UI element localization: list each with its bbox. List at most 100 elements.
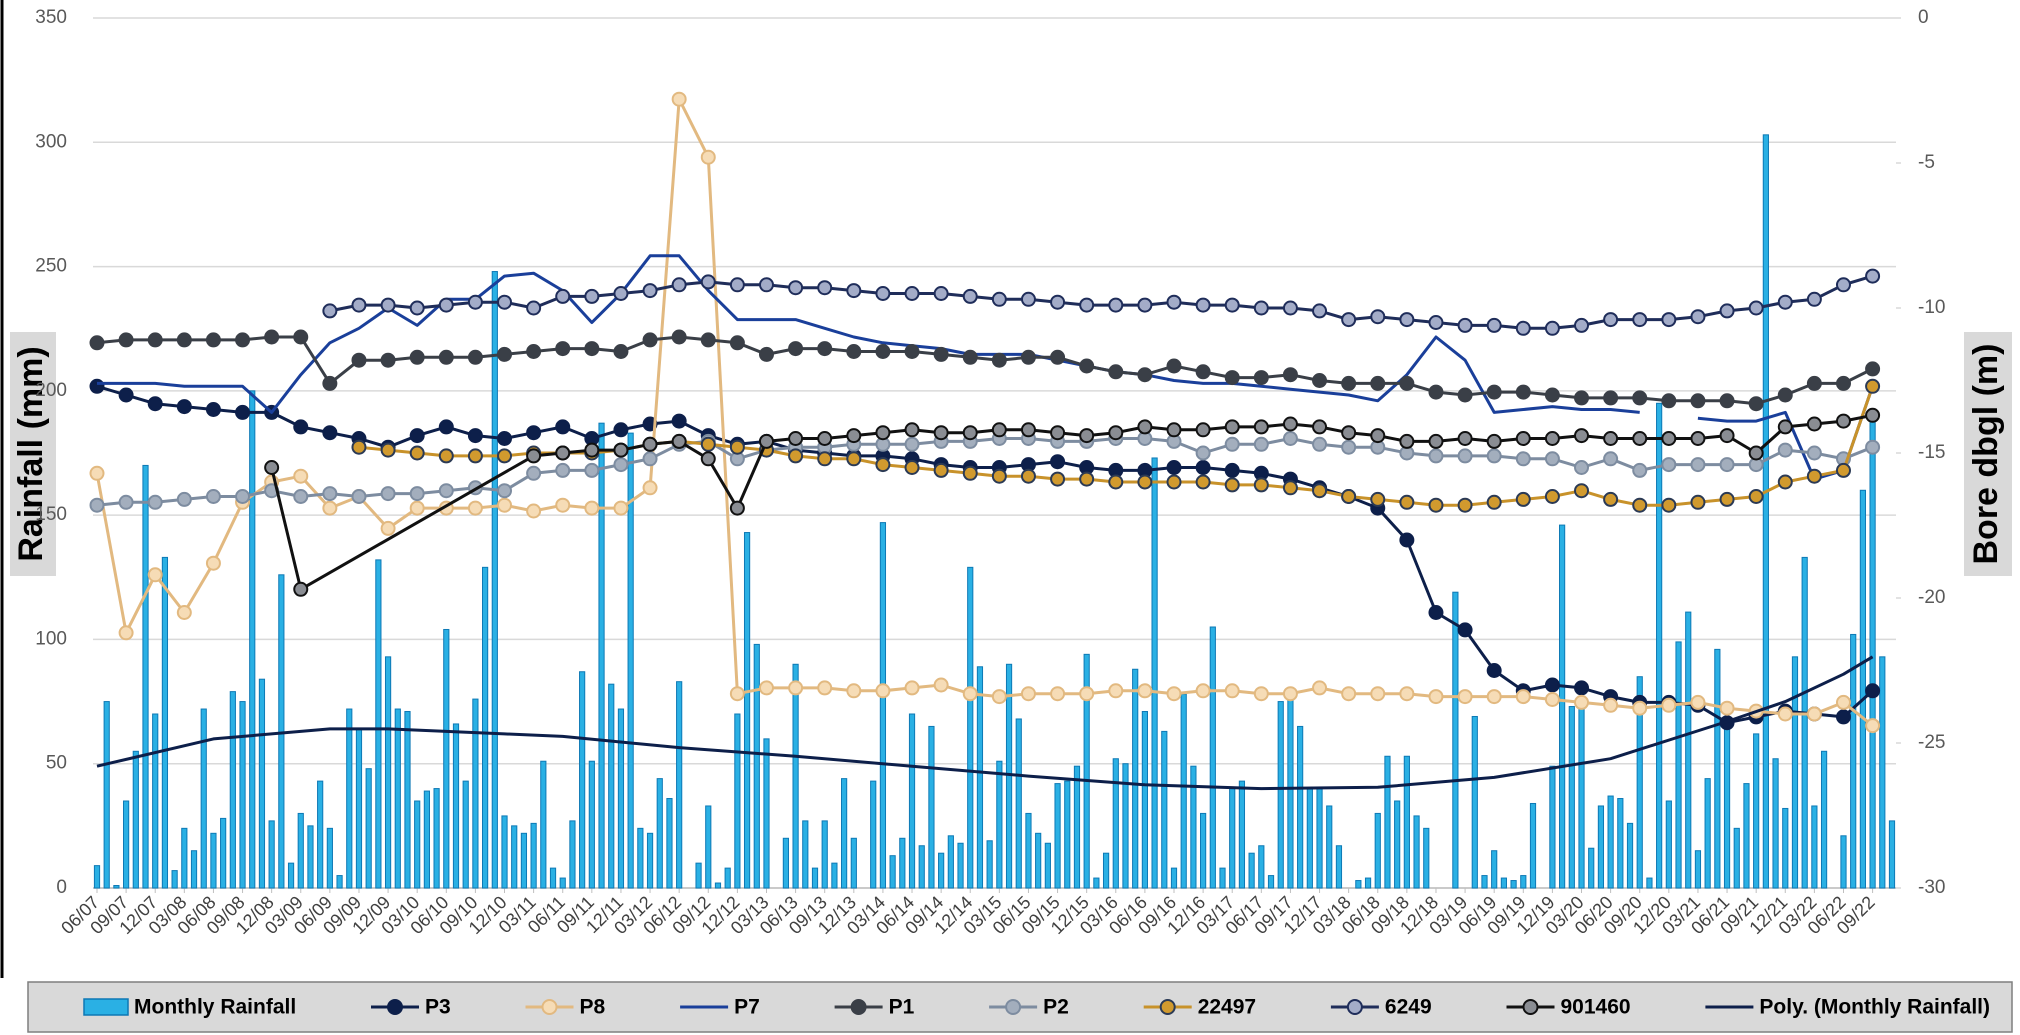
series-marker	[1341, 375, 1357, 391]
series-marker	[584, 500, 600, 516]
series-marker	[671, 433, 687, 449]
rain-bar	[1248, 852, 1255, 889]
series-marker	[904, 680, 920, 696]
rain-bar	[1869, 410, 1876, 889]
series-marker	[1020, 468, 1036, 484]
legend-item: Poly. (Monthly Rainfall)	[1705, 996, 1990, 1019]
rain-bar	[1588, 847, 1595, 889]
rain-bar	[627, 432, 634, 889]
series-marker	[351, 489, 367, 504]
rain-bar	[676, 681, 683, 889]
series-marker	[147, 567, 163, 583]
rain-bar	[1238, 780, 1246, 889]
rain-bar	[782, 837, 789, 889]
series-marker	[1719, 393, 1735, 409]
rain-bar	[1782, 807, 1789, 889]
series-marker	[380, 297, 396, 313]
rain-bar	[1122, 763, 1129, 889]
series-marker	[409, 486, 425, 502]
series-marker	[1137, 419, 1153, 435]
series-marker	[1050, 425, 1066, 441]
series-marker	[729, 439, 745, 455]
series-marker	[1835, 462, 1851, 478]
y-tick-label: 150	[35, 504, 67, 525]
series-marker	[1690, 431, 1706, 446]
series-marker	[1108, 683, 1124, 699]
series-marker	[1312, 483, 1328, 499]
series-marker	[1544, 431, 1560, 446]
rain-bar	[1161, 730, 1168, 889]
series-marker	[118, 332, 134, 348]
series-marker	[438, 448, 454, 464]
y-axis-title: Rainfall (mm)	[12, 346, 50, 561]
legend-label: Monthly Rainfall	[134, 996, 296, 1019]
series-marker	[1574, 428, 1590, 444]
series-marker	[264, 460, 280, 475]
rain-bar	[608, 683, 615, 889]
rain-bar	[1025, 812, 1032, 889]
legend-marker	[1159, 999, 1176, 1015]
rain-bar	[171, 870, 178, 889]
series-marker	[205, 489, 221, 504]
rain-bar	[967, 566, 974, 889]
series-marker	[584, 442, 600, 458]
series-marker	[1399, 433, 1415, 449]
series-marker	[1224, 419, 1240, 435]
series-marker	[526, 465, 542, 481]
series-marker	[1661, 393, 1677, 409]
y-tick-label: 350	[35, 7, 67, 28]
series-marker	[846, 428, 862, 444]
series-marker	[322, 486, 338, 502]
series-marker	[875, 457, 891, 473]
rain-bar	[278, 574, 285, 889]
series-marker	[1661, 497, 1677, 513]
rain-bar	[724, 867, 731, 889]
series-marker	[322, 303, 338, 319]
rain-bar	[1888, 820, 1896, 889]
y2-tick-label: -25	[1918, 732, 1945, 753]
rain-bar	[1452, 591, 1459, 889]
rain-bar	[1559, 524, 1566, 889]
series-marker	[584, 341, 600, 357]
rain-bar	[1694, 850, 1702, 889]
series-marker	[89, 378, 105, 394]
series-marker	[1428, 315, 1444, 330]
rain-bar	[1355, 880, 1362, 889]
series-marker	[1020, 422, 1036, 438]
series-marker	[118, 625, 134, 641]
series-marker	[1428, 689, 1444, 705]
series-marker	[1341, 312, 1357, 328]
series-marker	[1544, 320, 1560, 336]
rain-bar	[1597, 805, 1605, 889]
rain-bar	[598, 422, 605, 889]
rain-bar	[1277, 701, 1284, 889]
rain-bar	[666, 798, 673, 889]
series-line	[96, 655, 1874, 791]
series-marker	[235, 489, 251, 504]
series-marker	[1253, 477, 1269, 493]
series-marker	[1224, 297, 1240, 313]
series-marker	[1428, 448, 1444, 464]
rain-bar	[1617, 798, 1624, 889]
series-marker	[147, 494, 163, 510]
rain-bar	[889, 855, 896, 889]
series-marker	[1282, 300, 1298, 316]
series-marker	[729, 335, 745, 351]
series-marker	[1428, 384, 1444, 400]
series-marker	[788, 448, 804, 464]
rain-bar	[1675, 641, 1682, 889]
y2-tick-label: -10	[1918, 297, 1945, 318]
rain-bar	[472, 698, 479, 889]
series-marker	[991, 291, 1007, 307]
series-marker	[1603, 491, 1619, 507]
rain-bar	[1190, 765, 1197, 889]
rain-bar	[1267, 875, 1275, 889]
rain-bar	[1743, 783, 1750, 889]
series-marker	[1253, 300, 1269, 316]
series-marker	[613, 500, 629, 516]
series-marker	[962, 425, 978, 441]
series-marker	[555, 419, 571, 435]
series-marker	[671, 413, 687, 429]
rain-bar	[899, 837, 906, 889]
